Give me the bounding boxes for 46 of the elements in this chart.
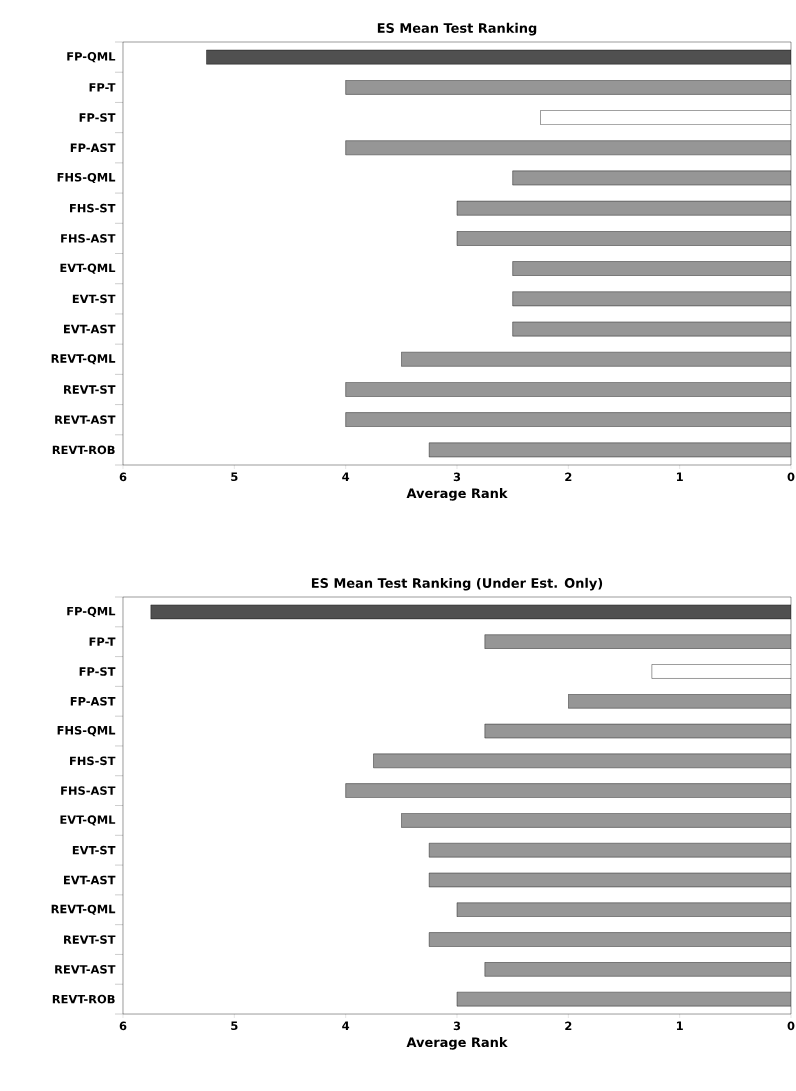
x-tick-label: 0 xyxy=(787,472,795,482)
y-tick-label: REVT-ROB xyxy=(52,445,115,455)
y-tick-label: REVT-ROB xyxy=(52,994,115,1004)
y-tick-label: FP-AST xyxy=(70,696,116,706)
x-tick-label: 4 xyxy=(342,1021,350,1030)
y-tick-label: REVT-QML xyxy=(51,904,116,915)
y-tick-label: EVT-AST xyxy=(64,324,116,334)
y-tick-label: REVT-ST xyxy=(64,935,116,944)
y-tick-label: FHS-ST xyxy=(70,756,116,766)
x-axis-title: Average Rank xyxy=(406,1037,508,1050)
x-tick-label: 6 xyxy=(119,472,127,482)
x-tick-label: 5 xyxy=(231,472,238,482)
y-tick-label: FP-ST xyxy=(79,113,116,122)
y-tick-label: FHS-AST xyxy=(61,234,116,243)
x-tick-label: 3 xyxy=(453,472,461,482)
x-tick-label: 2 xyxy=(565,1021,572,1031)
y-tick-label: EVT-QML xyxy=(60,815,116,826)
x-tick-label: 1 xyxy=(676,1021,683,1030)
y-tick-label: FP-QML xyxy=(67,52,116,63)
y-tick-label: EVT-ST xyxy=(72,845,116,855)
y-tick-label: REVT-AST xyxy=(55,965,116,974)
y-tick-label: FP-AST xyxy=(70,143,116,153)
x-tick-label: 4 xyxy=(342,472,350,481)
y-tick-label: FP-ST xyxy=(79,667,116,676)
y-tick-label: EVT-QML xyxy=(60,263,116,274)
y-tick-label: FHS-QML xyxy=(57,725,116,737)
y-tick-label: REVT-ST xyxy=(64,385,116,394)
chart-title: ES Mean Test Ranking (Under Est. Only) xyxy=(311,577,603,591)
y-tick-label: EVT-ST xyxy=(72,294,116,304)
y-tick-label: REVT-QML xyxy=(51,354,116,365)
y-tick-label: FP-QML xyxy=(67,606,116,617)
y-tick-label: EVT-AST xyxy=(64,875,116,885)
x-tick-label: 3 xyxy=(453,1021,461,1031)
x-tick-label: 0 xyxy=(787,1021,795,1031)
y-tick-label: FHS-QML xyxy=(57,172,116,184)
x-tick-label: 6 xyxy=(119,1021,127,1031)
x-tick-label: 2 xyxy=(565,472,572,482)
y-tick-label: FHS-AST xyxy=(61,786,116,795)
x-tick-label: 5 xyxy=(231,1021,238,1031)
y-tick-label: FP-T xyxy=(89,637,116,646)
y-tick-label: FHS-ST xyxy=(70,203,116,213)
x-tick-label: 1 xyxy=(676,472,683,481)
y-tick-label: FP-T xyxy=(89,83,116,92)
chart-title: ES Mean Test Ranking xyxy=(377,22,537,36)
x-axis-title: Average Rank xyxy=(406,488,508,501)
y-tick-label: REVT-AST xyxy=(55,415,116,425)
